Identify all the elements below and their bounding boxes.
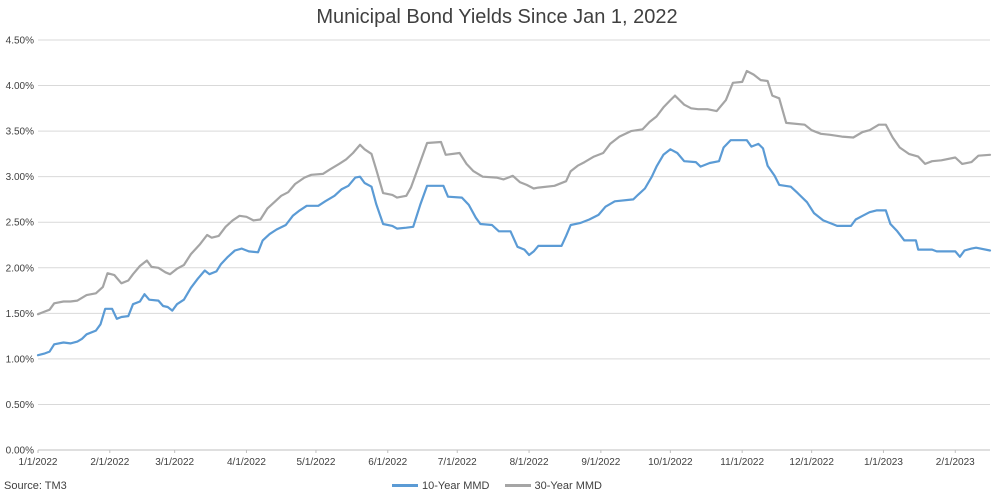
legend-label-30-year: 30-Year MMD: [534, 479, 602, 492]
series-line-30-year-mmd: [36, 69, 992, 316]
y-tick-label: 1.00%: [6, 354, 34, 365]
legend-item-30-year: 30-Year MMD: [504, 479, 602, 492]
x-tick-label: 1/1/2023: [864, 457, 903, 468]
grid-lines: [38, 39, 990, 451]
x-tick-label: 8/1/2022: [510, 457, 549, 468]
x-tick-label: 7/1/2022: [438, 457, 477, 468]
x-tick-label: 4/1/2022: [227, 457, 266, 468]
x-tick-label: 2/1/2022: [90, 457, 129, 468]
y-tick-label: 2.00%: [6, 263, 34, 274]
x-tick-label: 5/1/2022: [296, 457, 335, 468]
chart-title: Municipal Bond Yields Since Jan 1, 2022: [316, 6, 678, 28]
y-tick-label: 0.00%: [6, 446, 34, 457]
x-tick-label: 3/1/2022: [155, 457, 194, 468]
legend: 10-Year MMD 30-Year MMD: [0, 478, 994, 492]
x-tick-label: 1/1/2022: [19, 457, 58, 468]
x-tick-label: 2/1/2023: [936, 457, 975, 468]
y-tick-label: 4.50%: [6, 36, 34, 47]
y-tick-label: 2.50%: [6, 218, 34, 229]
x-tick-label: 11/1/2022: [720, 457, 764, 468]
series-lines: [36, 69, 992, 357]
series-line-10-year-mmd: [36, 139, 992, 357]
x-tick-label: 9/1/2022: [581, 457, 620, 468]
source-note: Source: TM3: [4, 480, 67, 492]
y-tick-label: 4.00%: [6, 81, 34, 92]
y-axis: 0.00% 0.50% 1.00% 1.50% 2.00% 2.50% 3.00% 3.50%…: [6, 36, 34, 457]
legend-label-10-year: 10-Year MMD: [422, 479, 490, 492]
x-tick-label: 12/1/2022: [789, 457, 834, 468]
x-tick-label: 6/1/2022: [368, 457, 407, 468]
y-tick-label: 3.50%: [6, 127, 34, 138]
legend-swatch-10-year: [392, 484, 419, 487]
x-axis: 1/1/2022 2/1/2022 3/1/2022 4/1/2022 5/1/2022…: [19, 450, 975, 468]
y-tick-label: 3.00%: [6, 172, 34, 183]
x-tick-label: 10/1/2022: [648, 457, 693, 468]
legend-swatch-30-year: [504, 484, 531, 487]
y-tick-label: 0.50%: [6, 400, 34, 411]
legend-item-10-year: 10-Year MMD: [392, 480, 489, 492]
y-tick-label: 1.50%: [6, 309, 34, 320]
